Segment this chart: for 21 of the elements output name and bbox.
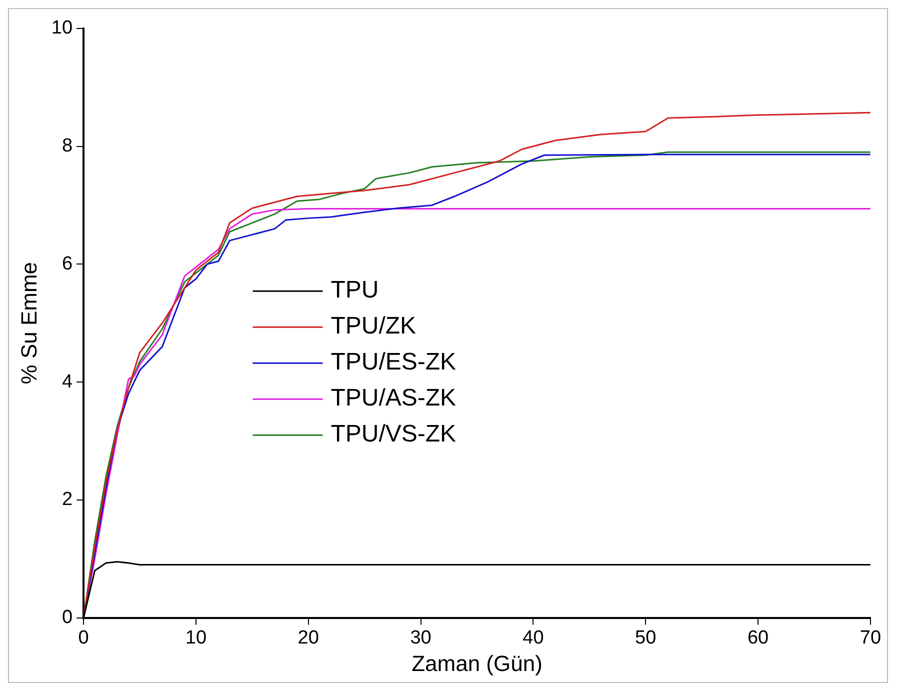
x-axis-title: Zaman (Gün) [412, 650, 542, 676]
y-axis-title: % Su Emme [16, 262, 42, 384]
legend-label: TPU/ES-ZK [330, 348, 456, 376]
y-tick-label: 2 [62, 489, 73, 510]
legend-label: TPU [330, 276, 379, 304]
x-tick-label: 70 [860, 627, 882, 648]
y-tick-label: 8 [62, 136, 73, 157]
legend-label: TPU/ZK [330, 312, 416, 340]
y-tick-label: 4 [62, 371, 73, 392]
x-tick-label: 0 [78, 627, 89, 648]
legend-label: TPU/VS-ZK [330, 420, 456, 448]
x-tick-label: 30 [410, 627, 432, 648]
y-tick-label: 0 [62, 607, 73, 628]
y-tick-label: 10 [51, 18, 73, 39]
legend-label: TPU/AS-ZK [330, 384, 456, 412]
x-tick-label: 50 [635, 627, 656, 648]
x-tick-label: 60 [747, 627, 769, 648]
x-tick-label: 20 [298, 627, 319, 648]
y-tick-label: 6 [62, 253, 73, 274]
x-tick-label: 10 [185, 627, 207, 648]
x-tick-label: 40 [522, 627, 544, 648]
